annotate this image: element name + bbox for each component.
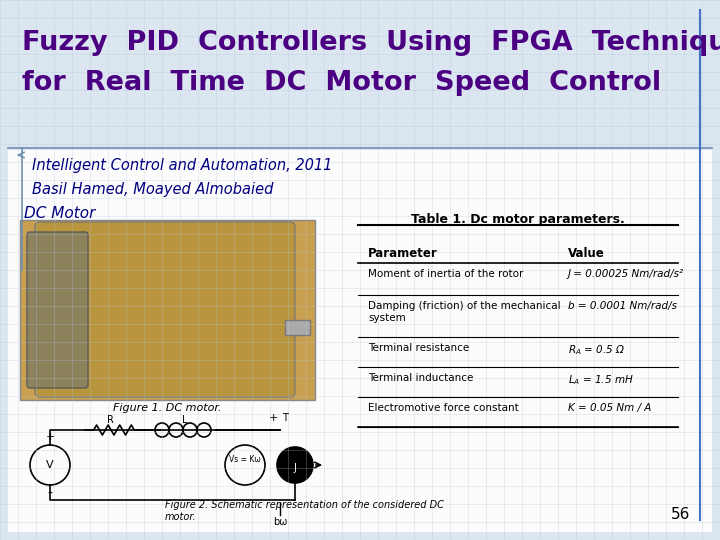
Text: T: T <box>282 413 288 423</box>
Text: Basil Hamed, Moayed Almobaied: Basil Hamed, Moayed Almobaied <box>32 182 274 197</box>
FancyBboxPatch shape <box>35 222 295 397</box>
Text: Terminal inductance: Terminal inductance <box>368 373 473 383</box>
Text: Table 1. Dc motor parameters.: Table 1. Dc motor parameters. <box>411 213 625 226</box>
Text: L: L <box>182 415 188 425</box>
Text: for  Real  Time  DC  Motor  Speed  Control: for Real Time DC Motor Speed Control <box>22 70 661 96</box>
Text: Intelligent Control and Automation, 2011: Intelligent Control and Automation, 2011 <box>32 158 333 173</box>
Text: bω: bω <box>273 517 287 527</box>
Text: b = 0.0001 Nm/rad/s: b = 0.0001 Nm/rad/s <box>568 301 677 311</box>
FancyBboxPatch shape <box>20 220 315 400</box>
FancyBboxPatch shape <box>27 232 88 388</box>
Text: Figure 2. Schematic representation of the considered DC
motor.: Figure 2. Schematic representation of th… <box>165 501 444 522</box>
Text: Parameter: Parameter <box>368 247 438 260</box>
Text: Moment of inertia of the rotor: Moment of inertia of the rotor <box>368 269 523 279</box>
Text: V: V <box>46 460 54 470</box>
Text: +: + <box>45 432 55 442</box>
Text: Terminal resistance: Terminal resistance <box>368 343 469 353</box>
Text: Electromotive force constant: Electromotive force constant <box>368 403 518 413</box>
Text: $L_A$ = 1.5 mH: $L_A$ = 1.5 mH <box>568 373 634 387</box>
Text: DC Motor: DC Motor <box>24 206 95 221</box>
Text: -: - <box>48 487 53 501</box>
Text: Value: Value <box>568 247 605 260</box>
Text: 56: 56 <box>670 507 690 522</box>
Text: Damping (friction) of the mechanical
system: Damping (friction) of the mechanical sys… <box>368 301 561 322</box>
FancyBboxPatch shape <box>8 0 712 150</box>
Text: +: + <box>269 413 278 423</box>
Text: R: R <box>107 415 114 425</box>
Text: Vs = Kω: Vs = Kω <box>229 456 261 464</box>
Text: Figure 1. DC motor.: Figure 1. DC motor. <box>113 403 221 413</box>
Text: Fuzzy  PID  Controllers  Using  FPGA  Technique: Fuzzy PID Controllers Using FPGA Techniq… <box>22 30 720 56</box>
Text: J: J <box>294 463 297 473</box>
Text: K = 0.05 Nm / A: K = 0.05 Nm / A <box>568 403 652 413</box>
FancyBboxPatch shape <box>8 8 712 532</box>
Text: J = 0.00025 Nm/rad/s²: J = 0.00025 Nm/rad/s² <box>568 269 684 279</box>
Text: $R_A$ = 0.5 Ω: $R_A$ = 0.5 Ω <box>568 343 626 357</box>
FancyBboxPatch shape <box>285 320 310 335</box>
Circle shape <box>277 447 313 483</box>
